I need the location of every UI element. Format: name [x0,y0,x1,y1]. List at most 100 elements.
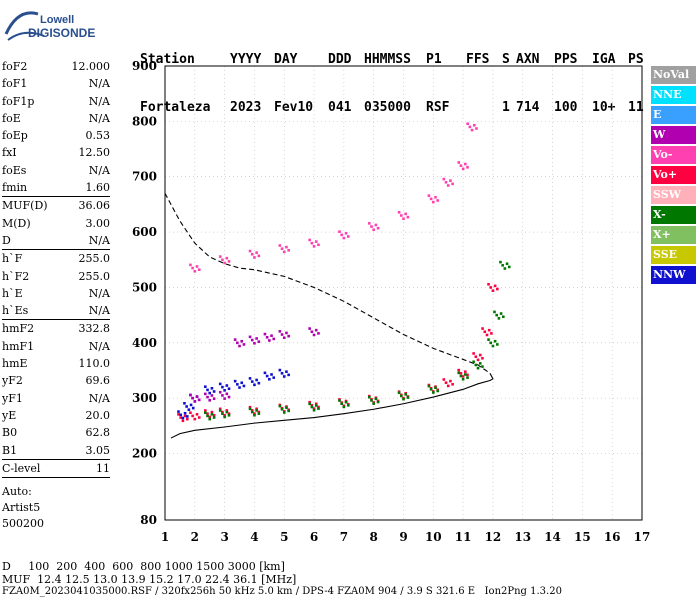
data-point-vo- [191,266,194,270]
data-point-nnw [183,402,186,405]
data-point-w [265,335,269,339]
data-point-nnw [206,388,209,392]
data-point-nnw [282,375,286,378]
data-point-vo- [397,210,401,214]
data-point-vo- [197,416,201,419]
data-point-vo- [285,245,288,249]
param-row: hmF2 332.8 [2,320,110,337]
y-tick-label: 700 [132,170,157,184]
data-point-nnw [285,370,288,373]
data-point-vo- [193,417,197,421]
data-point-vo- [464,370,467,373]
polarization-legend: NoVal NNE E W Vo- Vo+ SSW X- X+ SSE NNW [651,66,696,286]
autoscale-info: 500200 [2,517,44,531]
header-label-7: S [502,52,510,67]
data-point-vo- [427,194,431,197]
data-point-w [236,341,239,345]
legend-entry-e: E [651,106,696,124]
data-point-nnw [189,403,193,407]
data-point-x- [210,413,214,416]
data-point-nnw [287,373,290,377]
param-row: hmE 110.0 [2,355,110,372]
param-value: 3.05 [85,443,111,457]
data-point-vo- [204,409,207,412]
data-point-w [280,333,284,336]
param-label: h`F2 [2,269,30,283]
data-point-x- [223,415,226,419]
data-point-vo- [223,413,226,417]
data-point-x- [280,407,284,411]
data-point-x- [278,404,282,408]
data-point-x- [338,399,341,402]
data-point-vo- [496,287,499,291]
data-point-nnw [240,381,244,385]
data-point-w [189,393,192,397]
data-point-w [191,396,194,400]
data-point-w [204,392,207,396]
data-point-vo- [466,165,469,169]
data-point-vo- [255,251,258,254]
data-point-w [308,327,311,330]
data-point-vo- [487,282,490,286]
data-point-vo- [310,404,314,407]
data-point-vo- [400,214,403,217]
data-point-w [263,332,267,336]
data-point-vo- [257,254,261,258]
data-point-vo- [466,122,469,126]
x-tick-label: 12 [485,530,502,544]
data-point-nnw [221,385,224,389]
data-point-w [197,398,201,402]
data-point-x- [503,267,507,270]
data-point-x- [285,406,288,409]
x-tick-label: 11 [455,530,472,544]
data-point-vo- [374,223,378,227]
data-point-vo- [432,200,435,204]
data-point-x- [312,408,316,412]
data-point-vo- [489,286,493,289]
param-value: 255.0 [78,269,111,283]
data-point-x- [464,373,467,376]
data-point-nnw [212,390,216,393]
data-point-vo- [485,333,489,337]
param-label: MUF(D) [2,199,48,213]
param-label: foF1p [2,94,35,108]
data-point-x- [212,416,216,419]
header-label-6: FFS [466,52,490,67]
param-value: 69.6 [85,374,111,388]
header-label-0: Station [140,52,195,67]
param-value: 3.00 [85,216,111,230]
x-tick-label: 15 [574,530,591,544]
data-point-vo- [344,231,348,235]
param-row: M(D) 3.00 [2,215,110,232]
data-point-w [255,337,258,340]
param-value: 11 [96,461,110,475]
footer-distance-row: D 100 200 400 600 800 1000 1500 3000 [km… [2,560,285,573]
data-point-vo- [446,384,450,388]
param-label: M(D) [2,216,31,230]
legend-entry-ssw: SSW [651,186,696,204]
curve-profile-solid [170,373,494,439]
data-point-vo- [444,381,448,384]
param-row: foEp 0.53 [2,127,110,144]
data-point-x- [376,400,380,404]
data-point-nnw [236,383,239,386]
data-point-vo- [248,405,252,409]
data-point-vo- [317,405,320,409]
data-point-w [248,335,252,339]
data-point-x- [481,365,484,368]
data-point-vo- [212,413,216,417]
data-point-nnw [263,371,267,375]
data-point-vo- [227,260,231,263]
data-point-w [206,395,209,399]
param-value: 12.50 [78,146,111,160]
data-point-vo- [346,235,350,238]
param-value: 62.8 [85,426,111,440]
y-tick-label: 200 [132,447,157,461]
header-value-10: 11 [628,100,644,115]
param-label: h`Es [2,304,29,318]
x-tick-label: 17 [634,530,651,544]
data-point-vo- [312,245,316,248]
data-point-vo- [314,402,318,406]
data-point-nnw [270,373,273,376]
param-value: 20.0 [85,408,111,422]
